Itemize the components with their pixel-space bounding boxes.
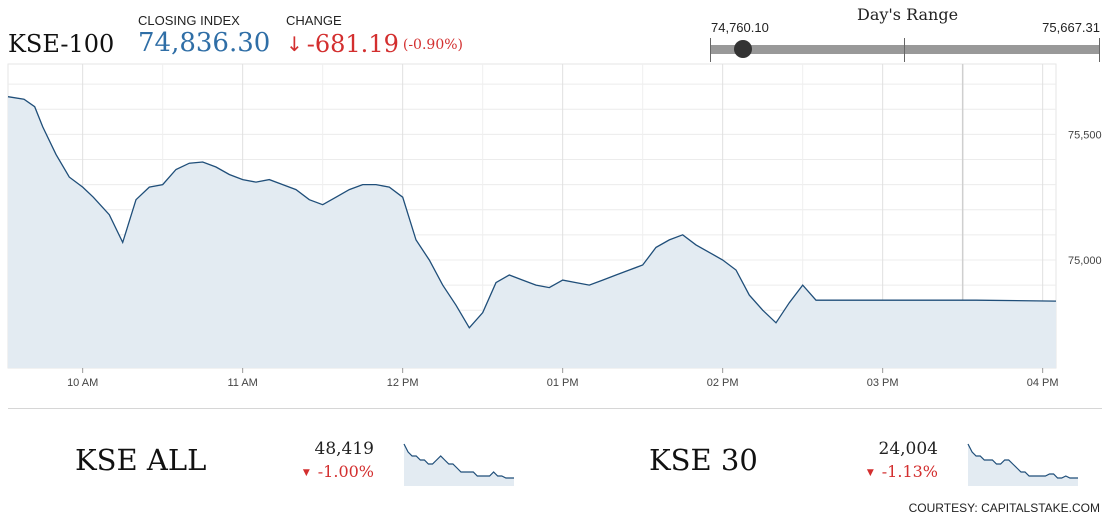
- kse-30-value: 24,004: [878, 439, 938, 459]
- day-range-end-tick: [1099, 38, 1100, 62]
- down-triangle-icon: ▼: [302, 468, 310, 478]
- index-name: KSE-100: [8, 30, 115, 58]
- sparkline-line: [403, 443, 514, 479]
- change-percent: (-0.90%): [402, 37, 463, 53]
- x-tick-label: 03 PM: [867, 377, 899, 389]
- change-value: -681.19: [306, 30, 399, 58]
- sparkline-line: [967, 443, 1078, 479]
- closing-index-value: 74,836.30: [138, 28, 271, 58]
- day-range-mid-tick: [904, 38, 905, 62]
- day-range-track: [710, 45, 1100, 54]
- kse-all-value: 48,419: [314, 439, 374, 459]
- day-range-marker: [733, 40, 752, 58]
- kse-all-sparkline: [403, 443, 514, 486]
- kse-all-change: ▼ -1.00%: [264, 462, 374, 481]
- y-tick-label: 75,000: [1068, 255, 1102, 267]
- x-tick-label: 10 AM: [67, 377, 98, 389]
- sparkline-area: [404, 444, 514, 486]
- series-line: [7, 96, 1057, 329]
- x-tick-label: 12 PM: [387, 377, 419, 389]
- closing-index-label: CLOSING INDEX: [138, 13, 240, 28]
- day-range-title: Day's Range: [857, 5, 959, 24]
- x-tick-label: 01 PM: [547, 377, 579, 389]
- down-triangle-icon: ▼: [866, 468, 874, 478]
- down-arrow-icon: ↓: [286, 32, 303, 56]
- change-label: CHANGE: [286, 13, 342, 28]
- x-tick-label: 04 PM: [1027, 377, 1059, 389]
- y-tick-label: 75,500: [1068, 129, 1102, 141]
- section-divider: [8, 408, 1102, 409]
- day-range-start-tick: [710, 38, 711, 62]
- kse-30-change-value: -1.13%: [881, 462, 938, 481]
- kse-30-sparkline: [967, 443, 1078, 486]
- x-tick-label: 02 PM: [707, 377, 739, 389]
- kse-all-change-value: -1.00%: [317, 462, 374, 481]
- change-display: ↓ -681.19 (-0.90%): [286, 30, 463, 58]
- sparkline-area: [968, 444, 1078, 486]
- kse-30-name: KSE 30: [649, 443, 758, 477]
- kse-all-name: KSE ALL: [75, 443, 207, 477]
- day-range-low: 74,760.10: [711, 20, 769, 35]
- main-intraday-chart: 10 AM 11 AM 12 PM 01 PM 02 PM 03 PM 04 PM 75,50…: [7, 63, 1102, 389]
- x-tick-label: 11 AM: [227, 377, 257, 389]
- day-range-high: 75,667.31: [1042, 20, 1100, 35]
- kse-30-change: ▼ -1.13%: [828, 462, 938, 481]
- courtesy-credit: COURTESY: CAPITALSTAKE.COM: [908, 501, 1100, 515]
- series-area: [8, 96, 1056, 368]
